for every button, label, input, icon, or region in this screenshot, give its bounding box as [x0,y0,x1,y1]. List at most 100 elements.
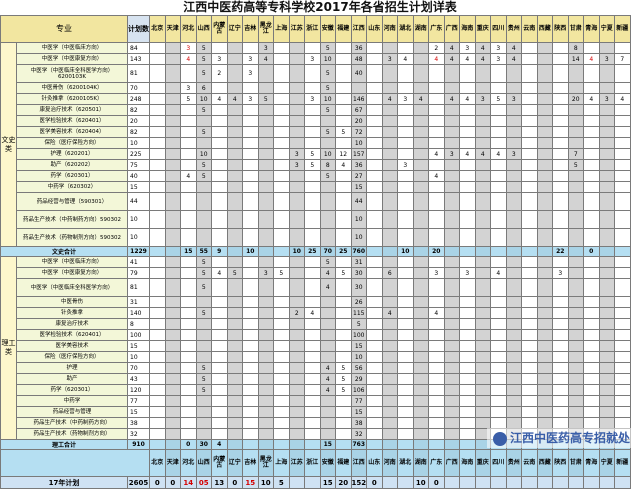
province-cell [164,278,181,297]
province-cell [319,395,336,407]
province-cell [350,82,367,94]
province-cell [521,373,538,385]
province-cell: 3 [211,53,228,65]
province-cell [614,278,631,297]
province-cell: 10 [195,93,212,105]
province-cell [366,296,383,308]
province-cell [443,340,460,352]
province-cell [443,104,460,116]
province-cell: 5 [257,93,274,105]
province-cell: 4 [397,53,414,65]
province-cell [614,181,631,193]
province-cell [164,148,181,160]
province-cell [459,362,476,374]
plan-cell: 10 [257,476,274,489]
province-cell [552,137,569,149]
province-cell [164,318,181,330]
province-cell [381,351,398,363]
table-row: 康复治疗技术（620501） 82 5 5 67 [1,104,631,116]
province-cell [381,228,398,247]
subtotal-cell [397,439,414,450]
row-total: 41 [127,256,150,268]
header-province: 吉林 [242,15,259,43]
footer-province: 四川 [490,449,507,477]
province-cell [412,373,429,385]
province-cell [505,64,522,83]
province-cell [505,256,522,268]
province-cell [366,159,383,171]
province-cell [505,395,522,407]
province-cell [521,210,538,229]
province-cell [443,267,460,279]
specialty-name: 药品生产技术（药物制剂方向） [16,428,128,440]
specialty-name: 中医学（中医临床方向） [16,42,128,54]
province-cell: 5 [304,159,321,171]
plan-cell: 1521 [350,476,367,489]
province-cell [164,210,181,229]
province-cell [366,192,383,211]
province-cell [614,417,631,429]
province-cell [614,267,631,279]
province-cell [304,373,321,385]
table-row: 药品经营与管理 15 15 [1,406,631,418]
province-cell: 5 [335,362,352,374]
province-cell: 4 [335,159,352,171]
province-cell [335,329,352,341]
footer-province: 安徽 [319,449,336,477]
province-cell [505,329,522,341]
province-cell [319,137,336,149]
province-cell [443,351,460,363]
province-cell [397,181,414,193]
province-cell: 5 [195,278,212,297]
plan-cell [288,476,305,489]
province-cell [242,340,259,352]
subtotal-cell: 22 [552,246,569,257]
table-row: 药品生产技术（中药制药方向）590302 10 10 [1,210,631,229]
table-row: 药品生产技术（中药制药方向） 38 38 [1,417,631,429]
row-total: 82 [127,126,150,138]
province-cell [319,406,336,418]
row-total: 44 [127,192,150,211]
province-cell [180,329,197,341]
province-cell [288,53,305,65]
province-cell [474,256,491,268]
province-cell: 3 [490,42,507,54]
province-cell [505,406,522,418]
province-cell [505,181,522,193]
province-cell [443,82,460,94]
province-cell [226,64,243,83]
province-cell [164,395,181,407]
subtotal-label: 理工合计 [0,439,128,450]
province-cell [536,373,553,385]
province-cell [335,115,352,127]
subtotal-row: 理工合计 910 0 30 4 15 763 [0,439,631,450]
subtotal-cell: 0 [583,246,600,257]
province-cell [180,137,197,149]
province-cell: 10 [350,228,367,247]
row-total: 100 [127,329,150,341]
province-cell [164,351,181,363]
subtotal-cell [149,246,166,257]
province-cell [412,126,429,138]
province-cell: 4 [257,53,274,65]
table-row: 医学检验技术（620401） 100 100 [1,329,631,341]
province-cell: 3 [490,53,507,65]
plan-cell: 0 [164,476,181,489]
province-cell [335,395,352,407]
province-cell [536,115,553,127]
province-cell: 3 [257,42,274,54]
table-row: 针灸推拿（6200105K） 248 5 10 4 4 3 5 3 10 146 4 3 4 4 4 3 5 3 20… [1,93,631,105]
province-cell [381,417,398,429]
province-cell: 8 [319,159,336,171]
province-cell [443,181,460,193]
province-cell: 5 [226,267,243,279]
province-cell [366,104,383,116]
province-cell [242,42,259,54]
province-cell [490,384,507,396]
province-cell [273,192,290,211]
table-row: 医学美容技术（620404） 82 5 5 5 72 [1,126,631,138]
province-cell [614,64,631,83]
province-cell [567,318,584,330]
province-cell [366,228,383,247]
specialty-name: 药品经营与管理（590301） [16,192,128,211]
